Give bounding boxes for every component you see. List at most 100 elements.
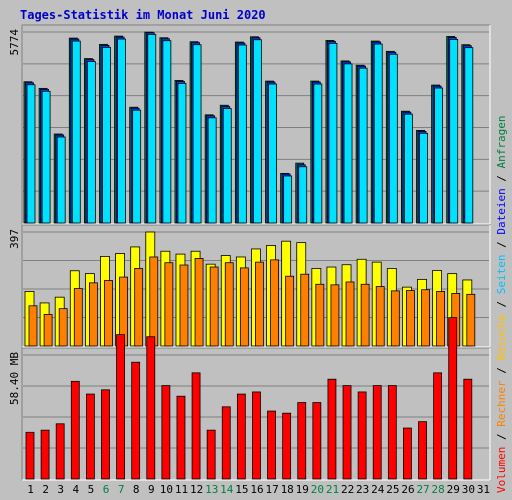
x-tick-label: 22 [341, 483, 354, 496]
bar-seiten-day-10 [162, 40, 172, 224]
bar-seiten-day-13 [207, 117, 217, 224]
legend-item-seiten: Seiten [495, 255, 508, 295]
bar-volumen-day-9 [146, 336, 156, 480]
bar-seiten-day-4 [71, 40, 81, 224]
bar-seiten-day-24 [373, 43, 383, 224]
bar-rechner-day-28 [436, 291, 446, 347]
bar-seiten-day-26 [404, 113, 413, 224]
x-tick-label: 1 [27, 483, 34, 496]
bar-volumen-day-2 [40, 429, 50, 480]
x-tick-label: 14 [220, 483, 234, 496]
bar-rechner-day-1 [28, 305, 38, 347]
x-tick-label: 2 [42, 483, 49, 496]
x-tick-label: 28 [432, 483, 445, 496]
x-tick-label: 19 [296, 483, 309, 496]
x-tick-label: 9 [148, 483, 155, 496]
bar-volumen-day-10 [161, 385, 171, 480]
bar-volumen-day-15 [236, 393, 246, 480]
legend-separator: / [495, 427, 508, 447]
bar-volumen-day-17 [267, 410, 276, 480]
bar-seiten-day-8 [132, 109, 142, 224]
bar-rechner-day-24 [375, 286, 385, 347]
bar-volumen-day-24 [372, 385, 382, 480]
x-tick-label: 31 [477, 483, 490, 496]
bar-volumen-day-6 [101, 389, 110, 480]
bar-seiten-day-18 [283, 175, 293, 224]
bar-rechner-day-3 [58, 308, 68, 347]
bar-rechner-day-17 [270, 259, 279, 347]
legend-item-dateien: Dateien [495, 188, 508, 234]
bar-seiten-day-20 [313, 83, 323, 224]
legend-separator: / [495, 235, 508, 255]
right-legend: Volumen / Rechner / Besuche / Seiten / D… [495, 115, 508, 493]
bar-rechner-day-21 [330, 284, 340, 347]
bar-volumen-day-25 [387, 385, 397, 480]
bar-seiten-day-25 [388, 53, 398, 224]
panel-middle: 397 [8, 224, 491, 348]
y-max-label-top: 5774 [8, 29, 21, 56]
bar-seiten-day-22 [343, 63, 353, 224]
x-tick-label: 27 [416, 483, 429, 496]
bar-volumen-day-14 [221, 406, 231, 480]
x-tick-label: 30 [462, 483, 475, 496]
legend-item-besuche: Besuche [495, 314, 508, 360]
x-tick-label: 8 [133, 483, 140, 496]
bar-seiten-day-2 [41, 90, 51, 224]
bar-volumen-day-30 [463, 378, 473, 480]
bar-volumen-day-19 [297, 402, 307, 480]
bar-seiten-day-3 [56, 136, 66, 224]
chart-title: Tages-Statistik im Monat Juni 2020 [20, 8, 266, 22]
bar-volumen-day-13 [206, 429, 216, 480]
x-tick-label: 7 [118, 483, 125, 496]
y-max-label-bottom: 58.40 MB [8, 352, 21, 405]
bar-seiten-day-11 [177, 83, 187, 224]
bar-rechner-day-9 [149, 256, 159, 347]
bar-volumen-day-8 [131, 361, 141, 480]
bar-seiten-day-5 [86, 61, 96, 224]
x-tick-label: 10 [160, 483, 173, 496]
x-tick-label: 5 [88, 483, 95, 496]
panel-top: 5774 [8, 24, 491, 225]
bar-rechner-day-14 [224, 262, 234, 347]
bar-rechner-day-5 [88, 282, 98, 347]
bar-rechner-day-8 [134, 268, 144, 347]
bar-seiten-day-7 [117, 38, 126, 224]
bar-rechner-day-11 [179, 264, 189, 347]
bar-rechner-day-6 [104, 280, 113, 347]
legend-item-anfragen: Anfragen [495, 115, 508, 168]
bar-volumen-day-28 [433, 372, 443, 480]
bar-rechner-day-13 [209, 266, 219, 347]
bar-seiten-day-19 [298, 166, 308, 224]
bar-rechner-day-12 [194, 258, 204, 347]
x-tick-label: 18 [281, 483, 294, 496]
bar-volumen-day-11 [176, 395, 186, 480]
bar-seiten-day-15 [237, 44, 247, 224]
bar-rechner-day-26 [406, 290, 415, 347]
legend-item-rechner: Rechner [495, 380, 508, 427]
bar-volumen-day-1 [25, 431, 35, 480]
legend-text: Volumen / Rechner / Besuche / Seiten / D… [495, 115, 508, 493]
bar-seiten-day-21 [328, 42, 338, 224]
bar-rechner-day-16 [255, 261, 264, 347]
bar-seiten-day-14 [222, 108, 232, 224]
bar-volumen-day-20 [312, 402, 322, 480]
x-tick-label: 20 [311, 483, 324, 496]
x-tick-label: 24 [371, 483, 385, 496]
chart-panels: 5774 397 58.40 MB [8, 24, 491, 481]
bar-seiten-day-23 [358, 67, 368, 224]
bar-rechner-day-15 [239, 267, 249, 347]
bar-volumen-day-4 [70, 380, 80, 480]
bar-rechner-day-23 [360, 283, 370, 347]
bar-seiten-day-28 [434, 87, 444, 224]
bar-volumen-day-27 [418, 421, 427, 480]
x-tick-label: 13 [205, 483, 218, 496]
bar-volumen-day-23 [357, 391, 367, 480]
bar-volumen-day-22 [342, 385, 352, 480]
panel-bottom: 58.40 MB [8, 317, 491, 481]
bar-seiten-day-6 [102, 46, 111, 224]
bar-rechner-day-25 [390, 290, 400, 347]
bar-seiten-day-30 [464, 47, 474, 224]
bar-rechner-day-20 [315, 283, 325, 347]
bar-seiten-day-1 [26, 84, 36, 224]
